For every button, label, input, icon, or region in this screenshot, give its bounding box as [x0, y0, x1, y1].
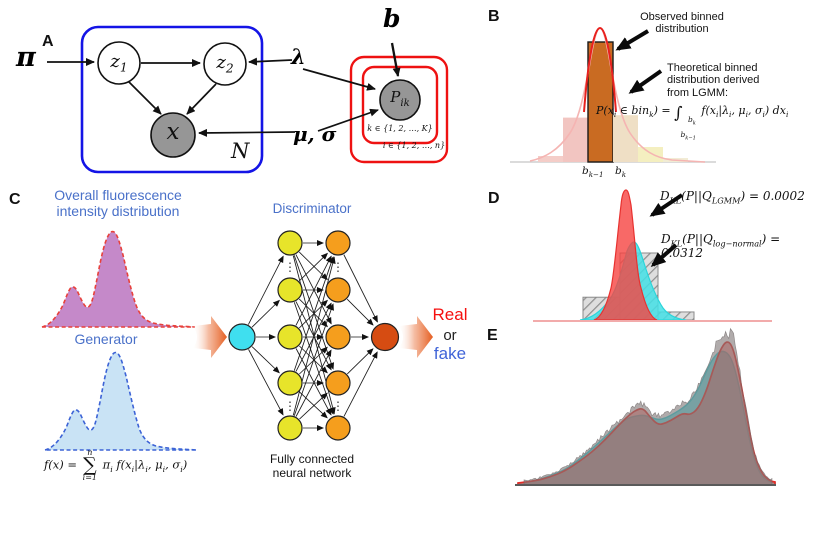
mixture-formula: f(x) = n ∑ i=1 πi f(xi|λi, μi, σi) — [44, 448, 188, 483]
network-edge — [295, 254, 332, 325]
x-label: x — [166, 119, 180, 145]
node-Pik — [379, 79, 421, 121]
N-label: N — [231, 139, 250, 163]
ellipsis-dots: ⋮ — [284, 399, 296, 413]
output-flow-arrow — [399, 316, 433, 358]
plate-i-index-label: i ∈ {1, 2, …, n} — [382, 141, 446, 150]
node-x — [150, 112, 196, 158]
observed-callout: Observed binned distribution — [640, 11, 724, 36]
network-edge — [295, 349, 332, 417]
network-edge — [298, 298, 328, 328]
hidden2-node — [325, 230, 351, 256]
hidden1-node — [277, 230, 303, 256]
lgmm-density — [593, 189, 658, 321]
xtick-bk-1: bk−1 — [582, 165, 604, 180]
network-caption: Fully connected neural network — [269, 452, 355, 481]
real-output-label: Real — [432, 305, 468, 324]
plate-N — [80, 25, 264, 174]
density-curve-red-peak — [583, 26, 617, 113]
binned-distribution-canvas — [510, 26, 716, 163]
observed-noisy-curve — [523, 327, 773, 486]
node-z2 — [203, 42, 247, 86]
histogram-bin — [587, 41, 614, 163]
ellipsis-dots: ⋮ — [332, 260, 344, 274]
hidden2-node — [325, 415, 351, 441]
b-symbol: b — [383, 4, 401, 33]
generator-label: Generator — [74, 331, 138, 347]
theoretical-callout: Theoretical binned distribution derived fr… — [667, 62, 760, 99]
network-edge — [293, 303, 334, 416]
network-edge — [293, 256, 335, 371]
plate-k — [361, 65, 439, 145]
graphical-model-canvas — [47, 25, 449, 174]
fit-overlay-canvas — [515, 327, 776, 486]
real-distribution-shape — [41, 230, 196, 328]
network-edge — [298, 252, 328, 282]
histogram-bin — [638, 147, 663, 162]
e-density-curves — [517, 327, 776, 486]
kl-lgmm-value: DKL(P||QLGMM) = 0.0002 — [660, 189, 805, 206]
xtick-bk: bk — [615, 165, 627, 180]
kl-arrow-lognormal — [650, 243, 678, 267]
fake-output-label: fake — [433, 344, 467, 363]
bin-probability-formula: P(xi ∈ bink) = ∫ bk bk−1 f(xi|λi, μi, σi) … — [596, 103, 789, 141]
network-edge — [248, 349, 284, 416]
b-histogram-bars — [538, 41, 688, 163]
network-edge — [298, 251, 328, 281]
or-output-label: or — [443, 327, 457, 344]
pi-symbol: π — [16, 42, 36, 73]
panel-c-label: C — [9, 191, 21, 208]
hidden1-node — [277, 324, 303, 350]
z1-label: z1 — [110, 51, 128, 75]
network-edge — [251, 346, 280, 374]
panel-b-label: B — [488, 8, 500, 25]
network-edge — [299, 391, 328, 419]
hidden1-node — [277, 370, 303, 396]
network-edge — [299, 392, 328, 420]
real-distribution-title: Overall fluorescence intensity distributi… — [54, 187, 182, 219]
hidden1-node — [277, 415, 303, 441]
ellipsis-dots: ⋮ — [332, 399, 344, 413]
network-edge — [346, 348, 374, 375]
network-edge — [293, 255, 335, 370]
histogram-bin — [563, 117, 588, 162]
generated-distribution-shape — [44, 351, 198, 451]
mu-sigma-symbol: μ, σ — [293, 122, 337, 146]
node-z1 — [97, 41, 141, 85]
kl-arrow-lgmm — [649, 193, 684, 217]
network-edge — [343, 351, 378, 417]
network-edge — [295, 255, 332, 326]
lambda-symbol: λ — [291, 44, 306, 69]
panel-e-label: E — [487, 327, 498, 344]
plate-i — [349, 55, 449, 164]
model-arrows — [47, 42, 401, 137]
gan-schematic-canvas: ⋮ ⋮ ⋮ ⋮ — [41, 230, 433, 451]
callout-arrow-observed — [615, 29, 650, 51]
panel-a-label: A — [42, 33, 54, 50]
histogram-bin — [538, 156, 563, 162]
input-flow-arrow — [193, 316, 227, 358]
network-edge — [343, 254, 378, 323]
hidden2-node — [325, 277, 351, 303]
network-edge — [299, 345, 328, 374]
network-edge — [251, 299, 280, 328]
kl-comparison-canvas — [533, 189, 772, 322]
Pik-label: Pik — [390, 88, 410, 109]
hidden2-node — [325, 370, 351, 396]
discriminator-label: Discriminator — [272, 201, 352, 216]
callout-arrow-theoretical — [628, 69, 663, 94]
ellipsis-dots: ⋮ — [284, 260, 296, 274]
input-node — [228, 323, 256, 351]
z2-label: z2 — [216, 52, 234, 76]
panel-d-label: D — [488, 190, 500, 207]
network-edge — [247, 255, 284, 325]
output-node — [370, 322, 400, 352]
hidden2-node — [325, 324, 351, 350]
hidden1-node — [277, 277, 303, 303]
network-edges — [247, 240, 378, 431]
kl-lognormal-value: DKL(P||Qlog−normal) = 0.0312 — [661, 232, 781, 260]
network-edge — [346, 298, 374, 326]
plate-k-index-label: k ∈ {1, 2, …, K} — [367, 124, 433, 133]
